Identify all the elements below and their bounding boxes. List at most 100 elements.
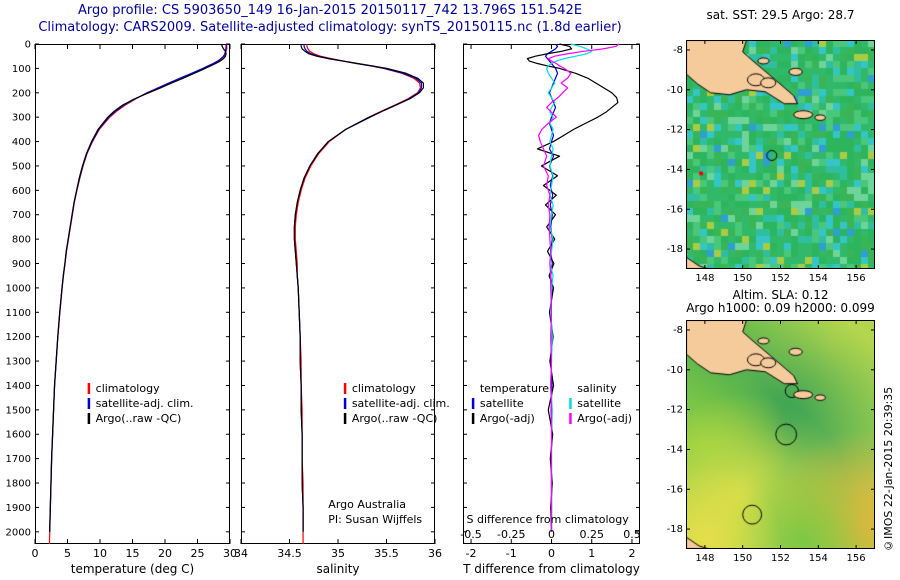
map-y-tick-label: -16 <box>667 204 683 215</box>
annotation: Argo Australia <box>328 498 406 511</box>
map-frame <box>686 40 875 269</box>
sla-map-canvas <box>686 320 875 549</box>
y-tick-label: 1400 <box>6 381 31 392</box>
y-tick-label: 900 <box>12 259 31 270</box>
series-t-argo-adj- <box>526 43 619 532</box>
legend-label: satellite <box>577 397 621 410</box>
x-tick-label: 0 <box>548 547 555 560</box>
imos-copyright-text: ©IMOS 22-Jan-2015 20:39:35 <box>882 386 895 552</box>
y-tick-label: 400 <box>12 137 31 148</box>
legend-label: Argo(-adj) <box>577 412 632 425</box>
map-y-tick-label: -12 <box>667 405 683 416</box>
legend-swatch <box>471 413 475 424</box>
sst-map-title: sat. SST: 29.5 Argo: 28.7 <box>706 8 855 22</box>
s-tick-label: -0.25 <box>497 528 525 541</box>
s-tick-label: 0.25 <box>579 528 604 541</box>
map-x-tick-label: 152 <box>771 273 790 284</box>
y-tick-label: 600 <box>12 186 31 197</box>
x-tick-label: -1 <box>506 547 517 560</box>
legend-swatch <box>569 398 572 409</box>
x-tick-label: 34 <box>234 547 248 560</box>
series-s-argo-adj- <box>538 43 620 532</box>
s-tick-label: 0.5 <box>623 528 641 541</box>
y-tick-label: 800 <box>12 235 31 246</box>
legend-label: Argo(-adj) <box>480 412 535 425</box>
map-x-tick-label: 148 <box>695 553 714 564</box>
x-tick-label: 15 <box>126 547 140 560</box>
x-tick-label: 35 <box>331 547 345 560</box>
x-tick-label: 2 <box>628 547 635 560</box>
y-tick-label: 1300 <box>6 357 31 368</box>
temperature-profile-svg: 0 5 10 15 20 25 300100200300400500600700800900… <box>6 40 237 577</box>
legend-label: Argo(..raw -QC) <box>96 412 182 425</box>
salinity-profile-panel: 34 34.5 35 35.5 36 salinity climatology satelli… <box>234 38 450 580</box>
x-tick-label: 10 <box>93 547 107 560</box>
x-tick-label: 36 <box>428 547 442 560</box>
sla-map-panel: 148 150 152 154 156 -8 -10 -12 -14 -16 -18 <box>658 314 879 566</box>
x-tick-label: 25 <box>191 547 205 560</box>
annotation: PI: Susan Wijffels <box>328 513 422 526</box>
map-x-tick-label: 156 <box>847 273 866 284</box>
legend-swatch <box>87 398 91 409</box>
x-tick-label: 1 <box>588 547 595 560</box>
sst-map-axes: 148 150 152 154 156 -8 -10 -12 -14 -16 -18 <box>667 40 875 284</box>
sla-map-title-line2: Argo h1000: 0.09 h2000: 0.099 <box>686 301 875 315</box>
map-y-tick-label: -16 <box>667 484 683 495</box>
y-tick-label: 1200 <box>6 332 31 343</box>
legend-swatch <box>569 413 572 424</box>
series-argo-raw-qc- <box>49 43 227 532</box>
map-y-tick-label: -14 <box>667 444 683 455</box>
plot-frame <box>35 44 230 544</box>
y-tick-label: 300 <box>12 113 31 124</box>
y-tick-label: 700 <box>12 210 31 221</box>
map-frame <box>686 320 875 549</box>
y-tick-label: 1100 <box>6 308 31 319</box>
map-x-tick-label: 148 <box>695 273 714 284</box>
legend-swatch <box>343 413 347 424</box>
y-tick-label: 1900 <box>6 503 31 514</box>
y-tick-label: 1500 <box>6 405 31 416</box>
legend-label: climatology <box>96 382 160 395</box>
map-x-tick-label: 150 <box>733 273 752 284</box>
sla-map-title-line1: Altim. SLA: 0.12 <box>732 288 829 302</box>
map-x-tick-label: 154 <box>809 553 828 564</box>
map-y-tick-label: -18 <box>667 524 683 535</box>
legend-header: temperature <box>480 382 549 395</box>
x-tick-label: 34.5 <box>277 547 302 560</box>
temperature-profile-panel: 0 5 10 15 20 25 30 0 100 200 300 400 500 600 700 800 900… <box>0 38 237 580</box>
y-tick-label: 1700 <box>6 454 31 465</box>
legend-swatch <box>343 398 347 409</box>
x-axis-label: temperature (deg C) <box>71 562 194 576</box>
figure-title-line2: Climatology: CARS2009. Satellite-adjuste… <box>38 20 622 35</box>
legend-label: climatology <box>352 382 416 395</box>
legend-label: Argo(..raw -QC) <box>352 412 438 425</box>
x-tick-label: 0 <box>32 547 39 560</box>
difference-profile-panel: -2 -1 0 1 2 T difference from climatology temp… <box>458 38 642 580</box>
sst-map-canvas <box>686 40 875 269</box>
sst-map-panel: 148 150 152 154 156 -8 -10 -12 -14 -16 -18 <box>658 34 879 286</box>
x-tick-label: 30 <box>223 547 237 560</box>
y-tick-label: 500 <box>12 161 31 172</box>
x-tick-label: 20 <box>158 547 172 560</box>
salinity-profile-svg: 34 34.5 35 35.5 36 salinity climatology satelli… <box>234 43 450 576</box>
legend-label: satellite <box>480 397 524 410</box>
x-tick-label: 35.5 <box>374 547 399 560</box>
map-x-tick-label: 152 <box>771 553 790 564</box>
map-y-tick-label: -8 <box>673 45 683 56</box>
y-tick-label: 100 <box>12 64 31 75</box>
legend-swatch <box>87 413 91 424</box>
map-x-tick-label: 150 <box>733 553 752 564</box>
series-s-satellite <box>546 43 593 532</box>
difference-profile-svg: -2 -1 0 1 2 T difference from climatology temp… <box>460 43 641 576</box>
map-y-tick-label: -10 <box>667 365 683 376</box>
y-tick-label: 1600 <box>6 430 31 441</box>
annotation: S difference from climatology <box>467 513 630 526</box>
x-axis-label: T difference from climatology <box>462 562 640 576</box>
legend-swatch <box>343 383 347 394</box>
x-tick-label: -2 <box>466 547 477 560</box>
legend-label: satellite-adj. clim. <box>352 397 450 410</box>
map-y-tick-label: -12 <box>667 125 683 136</box>
legend-swatch <box>87 383 91 394</box>
legend-swatch <box>471 398 475 409</box>
